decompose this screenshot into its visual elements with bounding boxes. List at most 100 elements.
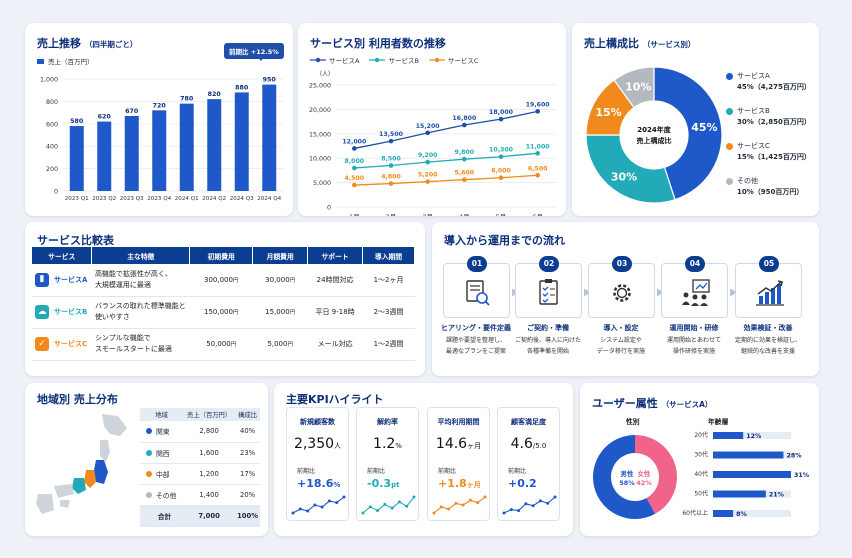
kpi-value-row: 14.6ヶ月 bbox=[428, 436, 489, 452]
age-category-label: 30代 bbox=[694, 451, 708, 459]
users-data-label: 5,600 bbox=[455, 170, 475, 177]
composition-slice bbox=[653, 66, 723, 201]
region-sales-cell: 1,600 bbox=[183, 442, 236, 464]
kpi-unit: /5.0 bbox=[532, 442, 547, 450]
users-series-line bbox=[354, 152, 538, 169]
kpi-delta-unit: % bbox=[333, 481, 341, 489]
users-ytick-label: 15,000 bbox=[309, 131, 331, 138]
flow-arrow-icon: ▶ bbox=[657, 287, 665, 298]
comparison-service-label: ▮ サービスA bbox=[35, 272, 89, 287]
composition-slice bbox=[585, 134, 676, 204]
growth-chart-icon bbox=[754, 278, 784, 308]
composition-legend-dot bbox=[726, 143, 733, 150]
kpi-delta-value: +18.6 bbox=[297, 477, 334, 490]
sales-bar-value-label: 670 bbox=[125, 108, 139, 115]
composition-legend-dot bbox=[726, 108, 733, 115]
comparison-service-name: サービスB bbox=[54, 308, 88, 316]
kpi-delta-unit: ヶ月 bbox=[466, 481, 481, 489]
composition-slice-label: 45% bbox=[691, 121, 717, 134]
sales-bar bbox=[124, 115, 139, 191]
users-data-point bbox=[425, 159, 430, 165]
kpi-delta-row: +18.6% bbox=[297, 477, 340, 490]
sales-trend-card: 売上推移 （四半期ごと） 売上（百万円） 前期比 +12.5% 0 200 400 6… bbox=[25, 23, 293, 216]
age-bar-value-label: 28% bbox=[786, 453, 802, 460]
flow-step-number: 03 bbox=[612, 256, 632, 272]
sales-bar bbox=[152, 110, 167, 191]
sales-ytick-label: 1,000 bbox=[40, 77, 58, 84]
composition-slice-label: 15% bbox=[595, 106, 621, 119]
age-bar-track bbox=[713, 510, 791, 517]
users-data-point bbox=[462, 177, 467, 182]
comparison-feature-cell: シンプルな機能で スモールスタートに最適 bbox=[91, 328, 190, 361]
region-sales-cell: 1,400 bbox=[183, 484, 236, 506]
flow-step-title: ご契約・準備 bbox=[527, 324, 569, 332]
users-xtick-label: 3月 bbox=[422, 213, 433, 216]
region-name-cell: その他 bbox=[140, 484, 184, 506]
comparison-header-cell: サービス bbox=[32, 247, 93, 264]
training-icon bbox=[680, 278, 710, 308]
kpi-title: 主要KPIハイライト bbox=[286, 393, 384, 406]
flow-step-title: 導入・設定 bbox=[603, 324, 639, 332]
kpi-delta-row: +0.2 bbox=[508, 477, 537, 490]
comparison-service-label: ☁ サービスB bbox=[35, 305, 89, 319]
composition-legend-detail: 10%（950百万円） bbox=[737, 188, 804, 196]
comparison-initial-value: 300,000 bbox=[204, 275, 233, 284]
growth-badge-pointer bbox=[257, 56, 265, 61]
kpi-tile: 平均利用期間 14.6ヶ月 前期比 +1.8ヶ月 bbox=[427, 407, 490, 521]
sales-xtick-label: 2023 Q1 bbox=[65, 196, 89, 202]
users-data-label: 15,200 bbox=[416, 123, 441, 130]
comparison-feature-cell: バランスの取れた標準機能と 使いやすさ bbox=[91, 296, 190, 329]
region-name-cell: 関西 bbox=[140, 442, 184, 464]
check-icon: ✓ bbox=[35, 337, 49, 351]
flow-step-description-line: 定期的に効果を検証し、 bbox=[734, 337, 801, 344]
kpi-value-row: 1.2% bbox=[357, 436, 418, 452]
flow-step-description-line: 運用開始とあわせて bbox=[666, 337, 721, 344]
kpi-tile: 顧客満足度 4.6/5.0 前期比 +0.2 bbox=[497, 407, 560, 521]
cloud-icon: ☁ bbox=[35, 305, 49, 319]
sales-xtick-label: 2024 Q4 bbox=[257, 196, 281, 202]
sales-xtick-label: 2023 Q2 bbox=[92, 196, 116, 202]
sales-legend-label: 売上（百万円） bbox=[48, 58, 94, 66]
region-pct-cell: 20% bbox=[235, 484, 260, 506]
composition-legend-name-row: サービスC bbox=[726, 141, 818, 152]
region-header-cell: 売上（百万円） bbox=[183, 408, 236, 421]
region-color-dot bbox=[146, 470, 152, 477]
comparison-feature-line: バランスの取れた標準機能と bbox=[94, 302, 186, 310]
users-unit-label: （人） bbox=[316, 71, 334, 78]
users-data-point bbox=[462, 122, 467, 128]
sales-bar bbox=[69, 126, 84, 191]
comparison-period-cell: 1〜2週間 bbox=[362, 328, 415, 361]
comparison-initial-cost: 150,000円 bbox=[189, 296, 253, 329]
kpi-name: 平均利用期間 bbox=[437, 418, 480, 426]
region-color-dot bbox=[146, 449, 152, 456]
region-total-pct: 100% bbox=[235, 505, 260, 527]
sales-bar-value-label: 950 bbox=[263, 77, 277, 84]
users-data-label: 6,500 bbox=[528, 165, 548, 172]
users-series-line bbox=[354, 174, 538, 186]
composition-legend-name-row: サービスB bbox=[726, 106, 818, 117]
region-header-cell: 構成比 bbox=[235, 408, 260, 421]
age-title: 年齢層 bbox=[708, 418, 729, 426]
users-data-label: 16,800 bbox=[452, 115, 477, 122]
users-data-label: 9,200 bbox=[418, 152, 438, 159]
region-pct-cell: 23% bbox=[235, 442, 260, 464]
flow-step-box: 05 bbox=[735, 256, 802, 318]
users-series-line bbox=[354, 110, 538, 150]
age-bar-track bbox=[713, 432, 791, 439]
sales-bar-value-label: 720 bbox=[153, 102, 167, 109]
users-data-label: 5,200 bbox=[418, 172, 438, 179]
kpi-name: 顧客満足度 bbox=[511, 418, 546, 426]
users-xtick-label: 1月 bbox=[349, 213, 360, 216]
composition-legend-name: サービスB bbox=[737, 107, 770, 115]
users-data-label: 8,500 bbox=[381, 156, 401, 163]
age-bar-value-label: 21% bbox=[769, 492, 785, 499]
sales-ytick-label: 200 bbox=[46, 166, 58, 173]
composition-legend: サービスA 45%（4,275百万円） サービスB 30%（2,850百万円） サービス… bbox=[726, 71, 818, 211]
gender-title: 性別 bbox=[626, 418, 640, 426]
comparison-row: ✓ サービスC シンプルな機能で スモールスタートに最適 50,000円 5,000円 メー… bbox=[32, 328, 415, 361]
users-legend-label: サービスB bbox=[388, 57, 419, 65]
region-name: 関西 bbox=[156, 449, 170, 458]
users-data-label: 13,500 bbox=[379, 131, 404, 138]
composition-legend-name: その他 bbox=[737, 177, 758, 185]
